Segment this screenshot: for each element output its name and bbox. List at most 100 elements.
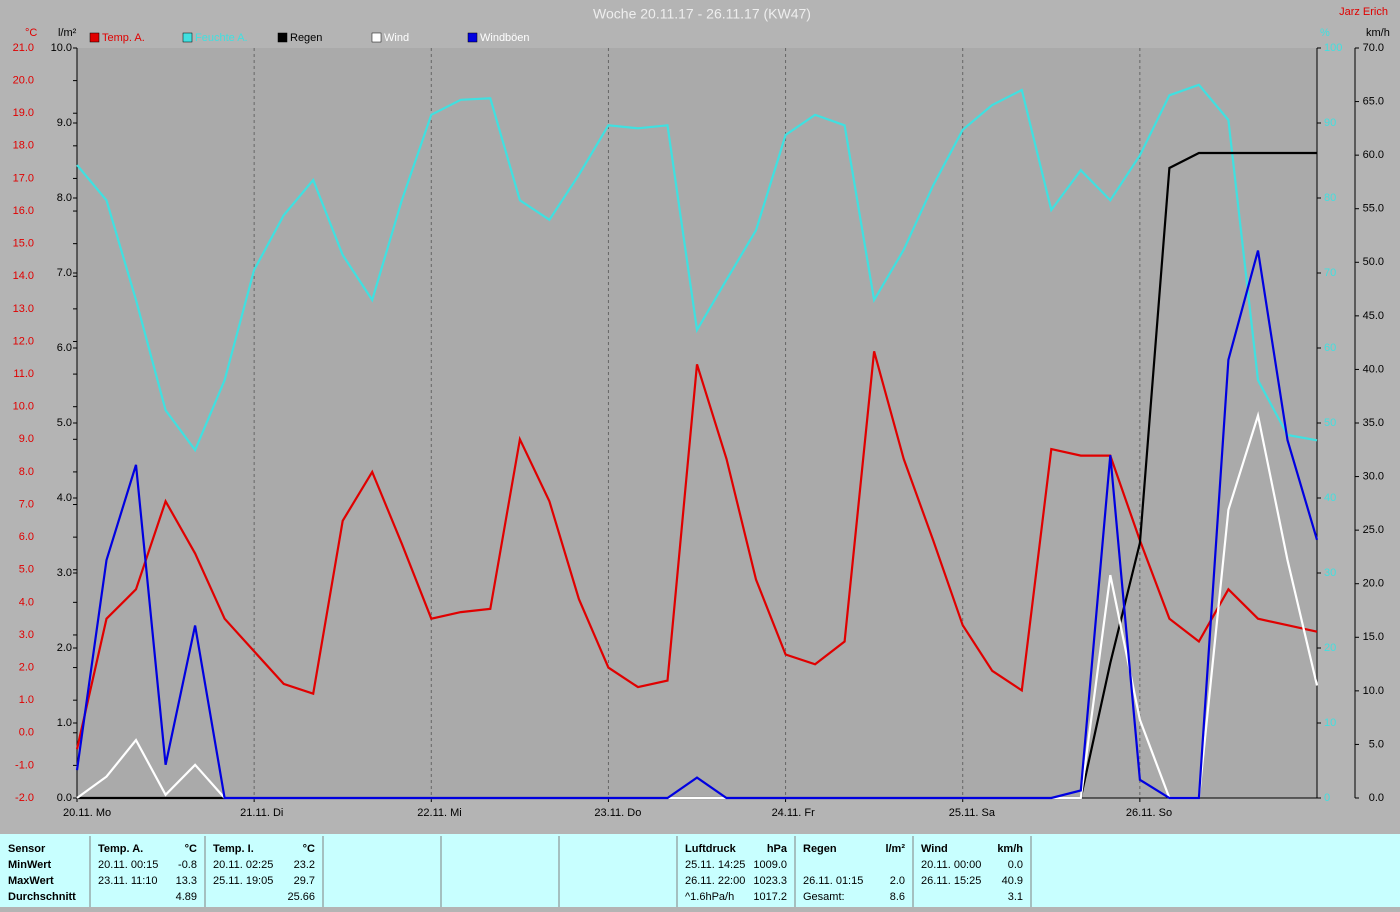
x-tick-label: 24.11. Fr: [772, 807, 816, 819]
table-cell: 40.9: [1002, 875, 1023, 887]
y-tick-label: 30: [1324, 567, 1336, 579]
y-tick-label: 55.0: [1363, 203, 1384, 215]
y-tick-label: 50: [1324, 417, 1336, 429]
legend-label: Regen: [290, 32, 322, 44]
y-tick-label: 2.0: [57, 642, 72, 654]
x-tick-label: 20.11. Mo: [63, 807, 111, 819]
y-tick-label: 7.0: [19, 498, 34, 510]
y-tick-label: 5.0: [57, 417, 72, 429]
y-tick-label: 60: [1324, 342, 1336, 354]
table-cell: -0.8: [178, 859, 197, 871]
y-tick-label: 19.0: [13, 107, 34, 119]
table-unit: l/m²: [885, 843, 905, 855]
y-tick-label: 0.0: [57, 792, 72, 804]
y-tick-label: 60.0: [1363, 149, 1384, 161]
y-tick-label: 14.0: [13, 270, 34, 282]
y-tick-label: 10: [1324, 717, 1336, 729]
y-tick-label: 5.0: [19, 564, 34, 576]
legend-swatch: [467, 32, 478, 43]
y-tick-label: 70.0: [1363, 42, 1384, 54]
table-cell: 25.11. 14:25: [685, 859, 745, 871]
y-tick-label: 11.0: [13, 368, 34, 380]
table-cell: ^1.6hPa/h: [685, 891, 734, 903]
y-tick-label: 18.0: [13, 140, 34, 152]
y-tick-label: 90: [1324, 117, 1336, 129]
y-tick-label: 6.0: [57, 342, 72, 354]
x-tick-label: 25.11. Sa: [949, 807, 996, 819]
y-tick-label: 3.0: [19, 629, 34, 641]
y-tick-label: 9.0: [19, 433, 34, 445]
table-row-label: Durchschnitt: [8, 891, 76, 903]
y-tick-label: 0.0: [19, 727, 34, 739]
legend-swatch: [277, 32, 288, 43]
y-tick-label: 1.0: [57, 717, 72, 729]
table-unit: °C: [303, 843, 315, 855]
y-tick-label: 35.0: [1363, 417, 1384, 429]
y-tick-label: 40: [1324, 492, 1336, 504]
y-tick-label: 4.0: [19, 596, 34, 608]
y-tick-label: 9.0: [57, 117, 72, 129]
table-cell: 23.2: [294, 859, 315, 871]
series-line: [76, 83, 1318, 453]
table-cell: 4.89: [176, 891, 197, 903]
y-tick-label: 0: [1324, 792, 1330, 804]
y-tick-label: 70: [1324, 267, 1336, 279]
y-tick-label: 1.0: [19, 694, 34, 706]
y-tick-label: 20: [1324, 642, 1336, 654]
y-tick-label: 6.0: [19, 531, 34, 543]
series-line: [75, 250, 1319, 800]
y-tick-label: 100: [1324, 42, 1342, 54]
y-tick-label: 40.0: [1363, 363, 1384, 375]
table-unit: km/h: [997, 843, 1023, 855]
chart-subtitle: Jarz Erich: [1339, 6, 1388, 18]
y-tick-label: 65.0: [1363, 95, 1384, 107]
y-tick-label: 30.0: [1363, 470, 1384, 482]
table-cell: 25.11. 19:05: [213, 875, 273, 887]
x-tick-label: 21.11. Di: [240, 807, 283, 819]
x-tick-label: 22.11. Mi: [417, 807, 461, 819]
axis-unit: l/m²: [58, 27, 77, 39]
legend-label: Windböen: [480, 32, 530, 44]
y-tick-label: 17.0: [13, 172, 34, 184]
y-tick-label: 21.0: [13, 42, 34, 54]
y-tick-label: 3.0: [57, 567, 72, 579]
axis-unit: %: [1320, 27, 1330, 39]
y-tick-label: 8.0: [19, 466, 34, 478]
y-tick-label: 8.0: [57, 192, 72, 204]
table-cell: 20.11. 00:15: [98, 859, 158, 871]
legend-label: Temp. A.: [102, 32, 145, 44]
table-cell: Gesamt:: [803, 891, 845, 903]
y-tick-label: 5.0: [1369, 738, 1384, 750]
legend-label: Wind: [384, 32, 409, 44]
table-row-label: MinWert: [8, 859, 52, 871]
table-head: Sensor: [8, 843, 46, 855]
y-tick-label: 15.0: [13, 238, 34, 250]
table-cell: 29.7: [294, 875, 315, 887]
table-cell: 13.3: [176, 875, 197, 887]
y-tick-label: 50.0: [1363, 256, 1384, 268]
y-tick-label: 13.0: [13, 303, 34, 315]
plot-area: [77, 48, 1317, 798]
y-tick-label: 0.0: [1369, 792, 1384, 804]
axis-unit: km/h: [1366, 27, 1390, 39]
table-unit: hPa: [767, 843, 788, 855]
table-cell: 26.11. 15:25: [921, 875, 981, 887]
table-head: Regen: [803, 843, 837, 855]
table-cell: 1017.2: [753, 891, 787, 903]
table-head: Temp. I.: [213, 843, 254, 855]
y-tick-label: 16.0: [13, 205, 34, 217]
table-cell: 20.11. 00:00: [921, 859, 981, 871]
y-tick-label: -2.0: [15, 792, 34, 804]
table-head: Wind: [921, 843, 948, 855]
table-cell: 20.11. 02:25: [213, 859, 273, 871]
y-tick-label: 10.0: [1363, 685, 1384, 697]
table-cell: 3.1: [1008, 891, 1023, 903]
table-cell: 26.11. 01:15: [803, 875, 863, 887]
legend-swatch: [182, 32, 193, 43]
legend-swatch: [89, 32, 100, 43]
table-head: Luftdruck: [685, 843, 737, 855]
y-tick-label: 20.0: [13, 75, 34, 87]
table-cell: 23.11. 11:10: [98, 875, 158, 887]
table-cell: 8.6: [890, 891, 905, 903]
